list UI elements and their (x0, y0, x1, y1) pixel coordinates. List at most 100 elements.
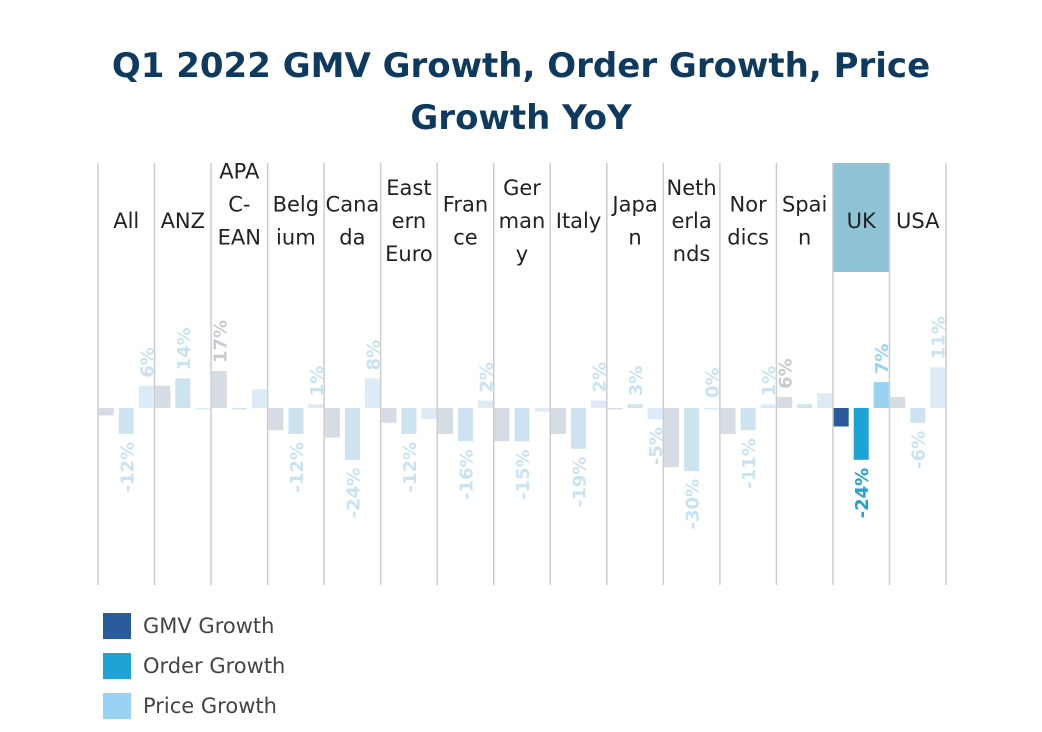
price-bar (421, 408, 437, 420)
category-label: n (798, 226, 811, 250)
order-bar (344, 408, 360, 460)
legend: GMV Growth Order Growth Price Growth (103, 606, 285, 726)
order-bar (175, 378, 191, 408)
value-label: 8% (363, 340, 384, 371)
category-label: East (386, 176, 431, 200)
value-label: -11% (739, 438, 760, 489)
price-bar (364, 378, 380, 408)
price-bar (817, 393, 833, 408)
category-label: Nor (730, 193, 768, 217)
value-label: -19% (570, 457, 591, 508)
chart-title-line1: Q1 2022 GMV Growth, Order Growth, Price (111, 46, 931, 86)
price-bar (873, 382, 889, 408)
category-label: Italy (556, 209, 602, 233)
legend-item: GMV Growth (103, 606, 285, 646)
category-label: ANZ (161, 209, 205, 233)
price-bar (251, 389, 267, 408)
value-label: -24% (343, 468, 364, 519)
gmv-bar (664, 408, 680, 468)
value-label: 0% (703, 367, 724, 398)
order-bar (457, 408, 473, 442)
gmv-bar (98, 408, 114, 416)
category-label: nds (673, 242, 711, 266)
price-bar (930, 367, 946, 408)
category-label: Ger (503, 176, 541, 200)
order-bar (514, 408, 530, 442)
value-label: 3% (626, 366, 647, 397)
chart-title-line2: Growth YoY (410, 98, 632, 138)
category-label: man (499, 209, 546, 233)
legend-item: Order Growth (103, 646, 285, 686)
value-label: 1% (307, 366, 328, 397)
order-bar (118, 408, 134, 434)
category-label: y (516, 242, 528, 266)
value-label: -12% (287, 442, 308, 493)
price-bar (477, 400, 493, 408)
order-bar (684, 408, 700, 471)
value-label: 6% (137, 347, 158, 378)
value-label: -6% (909, 431, 930, 469)
highlight-header-bg (832, 163, 890, 272)
category-label: C- (228, 193, 250, 217)
price-bar (647, 408, 663, 420)
value-label: 1% (759, 366, 780, 397)
price-bar (138, 385, 154, 408)
value-label: 6% (776, 358, 797, 389)
category-label: ce (453, 226, 477, 250)
gmv-bar (381, 408, 397, 423)
legend-swatch (103, 613, 131, 639)
category-label: da (339, 226, 365, 250)
gmv-bar (890, 396, 906, 408)
gmv-bar (437, 408, 453, 434)
legend-label: Order Growth (143, 654, 286, 678)
value-label: -24% (852, 468, 873, 519)
gmv-bar (155, 385, 171, 408)
gmv-bar (607, 408, 623, 410)
category-label: ern (392, 209, 427, 233)
category-label: Euro (385, 242, 433, 266)
category-label: Cana (326, 193, 380, 217)
value-label: 2% (590, 362, 611, 393)
order-bar (740, 408, 756, 431)
order-bar (288, 408, 304, 434)
category-label: Neth (667, 176, 717, 200)
order-bar (627, 404, 643, 408)
gmv-bar (211, 371, 227, 408)
category-label: Spai (782, 193, 827, 217)
gmv-bar (777, 396, 793, 408)
category-label: All (113, 209, 139, 233)
price-bar (308, 404, 324, 408)
category-label: ium (276, 226, 316, 250)
category-label: n (628, 226, 641, 250)
value-label: 14% (174, 327, 195, 370)
chart-title: Q1 2022 GMV Growth, Order Growth, Price … (0, 40, 1042, 144)
category-label: USA (896, 209, 940, 233)
order-bar (231, 408, 247, 410)
category-label: Japa (610, 193, 657, 217)
gmv-bar (551, 408, 567, 434)
value-label: -15% (513, 449, 534, 500)
value-label: 2% (476, 362, 497, 393)
legend-swatch (103, 693, 131, 719)
order-bar (401, 408, 417, 434)
order-bar (910, 408, 926, 423)
category-label: Belg (273, 193, 320, 217)
legend-label: Price Growth (143, 694, 277, 718)
gmv-bar (833, 408, 849, 427)
price-bar (534, 408, 550, 412)
category-label: APA (219, 160, 260, 184)
gmv-bar (324, 408, 340, 438)
price-bar (760, 404, 776, 408)
legend-label: GMV Growth (143, 614, 275, 638)
category-label: dics (727, 226, 769, 250)
order-bar (853, 408, 869, 460)
price-bar (704, 408, 720, 410)
price-bar (591, 400, 607, 408)
value-label: -12% (400, 442, 421, 493)
value-label: -16% (456, 449, 477, 500)
gmv-bar (720, 408, 736, 434)
category-label: UK (847, 209, 877, 233)
category-label: erla (671, 209, 711, 233)
legend-item: Price Growth (103, 686, 285, 726)
gmv-bar (494, 408, 510, 442)
